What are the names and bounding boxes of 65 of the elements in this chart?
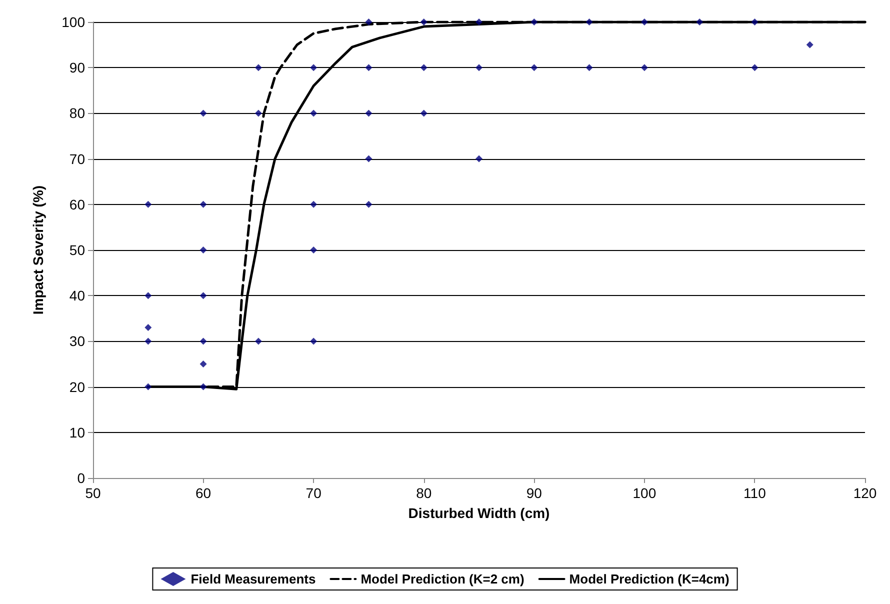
- point: [310, 338, 318, 345]
- point: [365, 18, 372, 26]
- x-tick-label: 100: [632, 485, 656, 501]
- point: [200, 110, 207, 117]
- point: [640, 18, 648, 26]
- y-tick-label: 100: [62, 14, 86, 30]
- y-tick-label: 80: [69, 105, 86, 122]
- point: [200, 292, 207, 300]
- point: [696, 18, 704, 26]
- point: [640, 64, 648, 72]
- point: [365, 110, 372, 117]
- point: [365, 155, 372, 162]
- point: [586, 64, 593, 72]
- y-tick-label: 0: [77, 470, 86, 486]
- point: [200, 360, 207, 368]
- x-tick-label: 80: [416, 485, 432, 501]
- point: [310, 110, 318, 117]
- y-tick-label: 10: [69, 424, 86, 440]
- legend-label: Model Prediction (K=4cm): [569, 572, 730, 586]
- y-tick-label: 70: [69, 150, 86, 167]
- point: [254, 64, 262, 72]
- y-tick-label: 60: [69, 196, 86, 212]
- point: [254, 338, 262, 345]
- y-tick-label: 50: [69, 242, 86, 258]
- point: [420, 18, 428, 26]
- y-tick-label: 40: [69, 288, 86, 304]
- point: [310, 64, 318, 72]
- x-tick-label: 50: [85, 485, 101, 501]
- x-tick-label: 90: [526, 485, 542, 501]
- point: [144, 292, 152, 300]
- point: [310, 200, 318, 208]
- point: [144, 383, 152, 390]
- point: [200, 200, 207, 208]
- point: [586, 18, 593, 26]
- y-axis-title: Impact Severity (%): [30, 185, 46, 315]
- x-tick-label: 110: [744, 485, 766, 501]
- x-tick-label: 120: [853, 485, 877, 501]
- point: [476, 64, 482, 72]
- point: [751, 64, 758, 72]
- point: [751, 18, 758, 26]
- x-axis-title: Disturbed Width (cm): [408, 505, 550, 521]
- point: [365, 200, 372, 208]
- point: [144, 324, 152, 332]
- point: [420, 110, 428, 117]
- point: [200, 338, 207, 345]
- point: [476, 18, 482, 26]
- point: [476, 155, 482, 162]
- point: [144, 338, 152, 345]
- y-tick-label: 90: [69, 60, 86, 76]
- y-tick-label: 30: [69, 333, 86, 350]
- x-tick-label: 60: [195, 485, 212, 501]
- point: [200, 383, 207, 390]
- y-tick-label: 20: [69, 378, 86, 395]
- x-tick-label: 70: [306, 485, 322, 501]
- point: [254, 110, 262, 117]
- legend-label: Model Prediction (K=2 cm): [360, 572, 524, 586]
- point: [530, 64, 538, 72]
- point: [310, 246, 318, 254]
- point: [200, 246, 207, 254]
- legend-label: Field Measurements: [190, 572, 316, 586]
- point: [530, 18, 538, 26]
- point: [420, 64, 428, 72]
- point: [365, 64, 372, 72]
- point: [144, 200, 152, 208]
- point: [806, 41, 814, 48]
